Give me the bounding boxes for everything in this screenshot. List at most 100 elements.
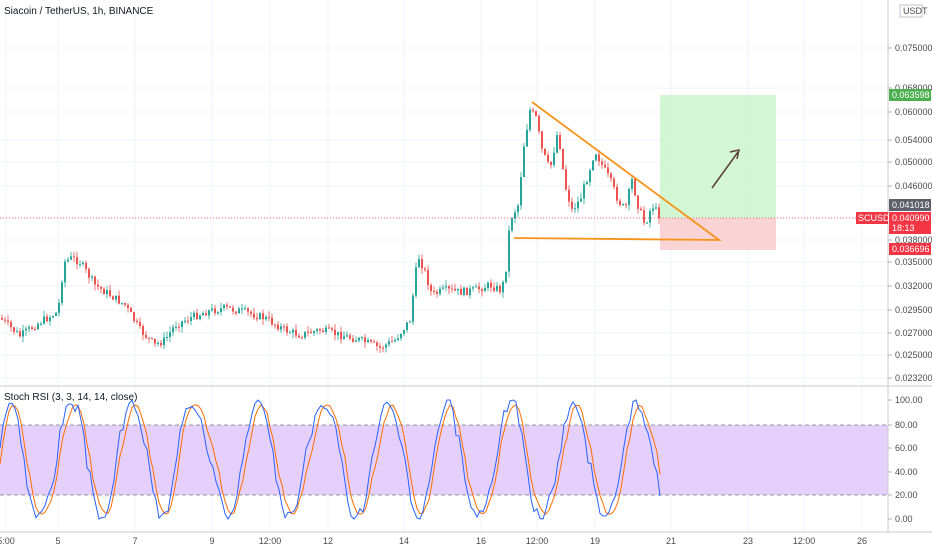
candle-body [469,288,471,296]
candle-body [217,312,219,314]
currency-button[interactable]: USDT [903,6,928,16]
candle-body [499,285,501,293]
candlesticks [1,107,660,354]
price-tick-label: 0.075000 [895,43,932,53]
candle-body [412,295,414,322]
candle-body [595,154,597,161]
candle-body [622,204,624,206]
candle-body [109,290,111,297]
price-axis[interactable]: 0.075000 0.068000 0.060000 0.054000 0.050000… [888,9,932,383]
symbol-tag: SCUSDT [856,212,896,224]
candle-body [403,330,405,334]
candle-body [325,327,327,333]
candle-body [355,340,357,342]
candle-body [388,341,390,345]
candle-body [517,205,519,213]
candle-body [631,178,633,189]
candle-body [37,323,39,330]
triangle-pattern [513,101,722,241]
candle-body [10,321,12,328]
candle-body [166,336,168,338]
candle-body [277,324,279,330]
candle-body [322,330,324,333]
candle-body [592,160,594,171]
candle-body [73,256,75,258]
time-axis[interactable]: 5:00 5 7 9 12:00 12 14 16 12:00 19 21 23 12:00 26 [0,536,867,546]
candle-body [352,338,354,342]
candle-body [430,285,432,292]
candle-body [151,337,153,339]
target-price-tag: 0.063598 [889,89,931,101]
candle-body [415,267,417,296]
candle-body [544,148,546,155]
candle-body [520,177,522,206]
candle-body [250,311,252,314]
candle-body [448,286,450,289]
candle-body [508,230,510,272]
candle-body [124,302,126,305]
candle-body [361,337,363,339]
stop-price-tag: 0.036696 [889,243,931,255]
candle-body [547,154,549,162]
candle-body [196,312,198,320]
price-tick-label: 0.027000 [895,328,932,338]
candle-body [31,327,33,329]
candle-body [316,329,318,332]
currency-button-box[interactable] [899,4,923,18]
candle-body [262,313,264,320]
time-tick-label: 26 [857,536,867,546]
candle-body [298,335,300,338]
candle-body [574,208,576,210]
candle-body [529,109,531,130]
candle-body [397,338,399,340]
candle-body [139,321,141,327]
candle-body [142,326,144,335]
candle-body [274,324,276,326]
candle-body [136,320,138,322]
candle-body [628,188,630,205]
candle-body [313,331,315,334]
candle-body [187,320,189,322]
candle-body [586,181,588,185]
candle-body [280,326,282,330]
candle-body [634,178,636,196]
candle-body [226,304,228,307]
candle-body [118,295,120,304]
candle-body [97,284,99,287]
price-tick-label: 0.032000 [895,281,932,291]
candle-body [337,331,339,336]
candle-body [346,335,348,337]
candle-body [100,286,102,289]
candle-body [82,262,84,264]
stoch-tick-label: 0.00 [895,514,913,524]
svg-text:0.040990: 0.040990 [892,213,930,223]
candle-body [190,317,192,321]
candle-body [133,312,135,321]
candle-body [496,285,498,291]
candle-body [376,342,378,347]
candle-body [103,288,105,295]
candle-body [610,173,612,179]
stoch-axis[interactable]: 100.00 80.00 60.00 40.00 20.00 0.00 [888,395,923,524]
stoch-tick-label: 60.00 [895,443,918,453]
candle-body [484,287,486,292]
candle-body [55,312,57,317]
candle-body [181,321,183,328]
candle-body [421,259,423,269]
candle-body [7,320,9,322]
candle-body [436,291,438,294]
candle-body [577,201,579,209]
candle-body [619,200,621,205]
candle-body [160,343,162,346]
candle-body [511,218,513,231]
candle-body [289,332,291,334]
candle-body [427,269,429,286]
candle-body [163,337,165,346]
candle-body [550,161,552,166]
candle-body [538,115,540,132]
price-tick-label: 0.029500 [895,305,932,315]
candle-body [127,304,129,308]
candle-body [295,329,297,336]
time-tick-label: 16 [476,536,486,546]
